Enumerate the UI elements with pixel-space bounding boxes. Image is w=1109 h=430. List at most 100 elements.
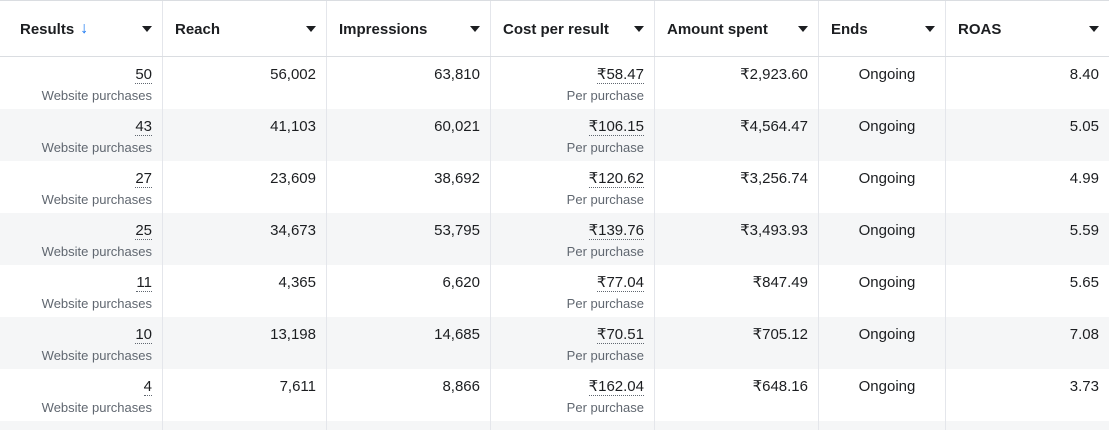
amount-spent-cell: ₹3,493.93: [655, 213, 819, 265]
cost-per-result-type: Per purchase: [566, 244, 644, 259]
results-cell: 4 Website purchases: [0, 369, 163, 421]
column-menu-caret-icon[interactable]: [470, 26, 480, 32]
table-row[interactable]: 43 Website purchases 41,103 60,021 ₹106.…: [0, 109, 1109, 161]
column-menu-caret-icon[interactable]: [142, 26, 152, 32]
ends-value: Ongoing: [858, 378, 916, 395]
cost-per-result-value[interactable]: ₹70.51: [596, 326, 644, 344]
impressions-cell: 63,810: [327, 57, 491, 109]
column-header-roas[interactable]: ROAS: [946, 1, 1109, 56]
cost-per-result-cell: ₹58.47 Per purchase: [491, 57, 655, 109]
table-row[interactable]: 11 Website purchases 4,365 6,620 ₹77.04 …: [0, 265, 1109, 317]
cost-per-result-cell: ₹120.62 Per purchase: [491, 161, 655, 213]
amount-spent-cell: ₹705.12: [655, 317, 819, 369]
results-value[interactable]: 27: [135, 170, 152, 188]
cost-per-result-type: Per purchase: [566, 140, 644, 155]
reach-value: 56,002: [270, 66, 316, 83]
cost-per-result-cell: ₹162.04 Per purchase: [491, 369, 655, 421]
column-menu-caret-icon[interactable]: [925, 26, 935, 32]
table-body: 50 Website purchases 56,002 63,810 ₹58.4…: [0, 57, 1109, 421]
column-header-impressions[interactable]: Impressions: [327, 1, 491, 56]
cost-per-result-cell: ₹139.76 Per purchase: [491, 213, 655, 265]
reach-cell: 56,002: [163, 57, 327, 109]
table-row[interactable]: 50 Website purchases 56,002 63,810 ₹58.4…: [0, 57, 1109, 109]
results-type: Website purchases: [41, 192, 152, 207]
ends-value: Ongoing: [858, 66, 916, 83]
impressions-value: 63,810: [434, 66, 480, 83]
results-type: Website purchases: [41, 140, 152, 155]
amount-spent-cell: ₹847.49: [655, 265, 819, 317]
results-type: Website purchases: [41, 88, 152, 103]
cost-per-result-value[interactable]: ₹162.04: [588, 378, 644, 396]
reach-cell: 7,611: [163, 369, 327, 421]
impressions-cell: 6,620: [327, 265, 491, 317]
amount-spent-value: ₹3,256.74: [740, 170, 808, 187]
cost-per-result-value[interactable]: ₹139.76: [588, 222, 644, 240]
results-cell: 50 Website purchases: [0, 57, 163, 109]
impressions-value: 8,866: [442, 378, 480, 395]
column-header-results[interactable]: Results ↓: [0, 1, 163, 56]
table-row[interactable]: 25 Website purchases 34,673 53,795 ₹139.…: [0, 213, 1109, 265]
results-value[interactable]: 10: [135, 326, 152, 344]
cost-per-result-value[interactable]: ₹120.62: [588, 170, 644, 188]
reach-value: 7,611: [279, 378, 316, 395]
roas-cell: 4.99: [946, 161, 1109, 213]
cost-per-result-value[interactable]: ₹106.15: [588, 118, 644, 136]
roas-value: 5.59: [1069, 222, 1099, 239]
ends-cell: Ongoing: [819, 161, 946, 213]
impressions-cell: 53,795: [327, 213, 491, 265]
amount-spent-value: ₹705.12: [752, 326, 808, 343]
column-header-amount-spent[interactable]: Amount spent: [655, 1, 819, 56]
column-label: Cost per result: [503, 20, 609, 38]
column-menu-caret-icon[interactable]: [306, 26, 316, 32]
results-value[interactable]: 43: [135, 118, 152, 136]
column-header-cost-per-result[interactable]: Cost per result: [491, 1, 655, 56]
ends-cell: Ongoing: [819, 57, 946, 109]
amount-spent-value: ₹3,493.93: [740, 222, 808, 239]
results-cell: 11 Website purchases: [0, 265, 163, 317]
column-menu-caret-icon[interactable]: [1089, 26, 1099, 32]
amount-spent-cell: ₹3,256.74: [655, 161, 819, 213]
roas-cell: 3.73: [946, 369, 1109, 421]
roas-value: 4.99: [1069, 170, 1099, 187]
results-value[interactable]: 25: [135, 222, 152, 240]
reach-cell: 4,365: [163, 265, 327, 317]
results-cell: 27 Website purchases: [0, 161, 163, 213]
impressions-cell: 8,866: [327, 369, 491, 421]
column-menu-caret-icon[interactable]: [634, 26, 644, 32]
roas-cell: 7.08: [946, 317, 1109, 369]
ends-value: Ongoing: [858, 118, 916, 135]
sort-descending-icon[interactable]: ↓: [80, 20, 89, 37]
column-label: Impressions: [339, 20, 428, 38]
amount-spent-cell: ₹648.16: [655, 369, 819, 421]
cost-per-result-type: Per purchase: [566, 348, 644, 363]
impressions-value: 60,021: [434, 118, 480, 135]
impressions-value: 53,795: [434, 222, 480, 239]
amount-spent-value: ₹2,923.60: [740, 66, 808, 83]
reach-value: 41,103: [270, 118, 316, 135]
amount-spent-value: ₹4,564.47: [740, 118, 808, 135]
table-row[interactable]: 27 Website purchases 23,609 38,692 ₹120.…: [0, 161, 1109, 213]
impressions-cell: 14,685: [327, 317, 491, 369]
cost-per-result-value[interactable]: ₹77.04: [596, 274, 644, 292]
impressions-value: 14,685: [434, 326, 480, 343]
ends-cell: Ongoing: [819, 109, 946, 161]
column-label: Results: [20, 20, 75, 38]
results-value[interactable]: 4: [143, 378, 152, 396]
table-header: Results ↓ Reach Impressions Cost per resu…: [0, 1, 1109, 57]
column-label: ROAS: [958, 20, 1002, 38]
table-row[interactable]: 10 Website purchases 13,198 14,685 ₹70.5…: [0, 317, 1109, 369]
roas-cell: 5.59: [946, 213, 1109, 265]
impressions-value: 6,620: [442, 274, 480, 291]
column-header-reach[interactable]: Reach: [163, 1, 327, 56]
results-value[interactable]: 11: [136, 274, 152, 292]
cost-per-result-cell: ₹106.15 Per purchase: [491, 109, 655, 161]
ends-cell: Ongoing: [819, 317, 946, 369]
column-header-ends[interactable]: Ends: [819, 1, 946, 56]
cost-per-result-value[interactable]: ₹58.47: [596, 66, 644, 84]
results-value[interactable]: 50: [135, 66, 152, 84]
cost-per-result-cell: ₹77.04 Per purchase: [491, 265, 655, 317]
roas-cell: 5.65: [946, 265, 1109, 317]
table-row[interactable]: 4 Website purchases 7,611 8,866 ₹162.04 …: [0, 369, 1109, 421]
column-menu-caret-icon[interactable]: [798, 26, 808, 32]
